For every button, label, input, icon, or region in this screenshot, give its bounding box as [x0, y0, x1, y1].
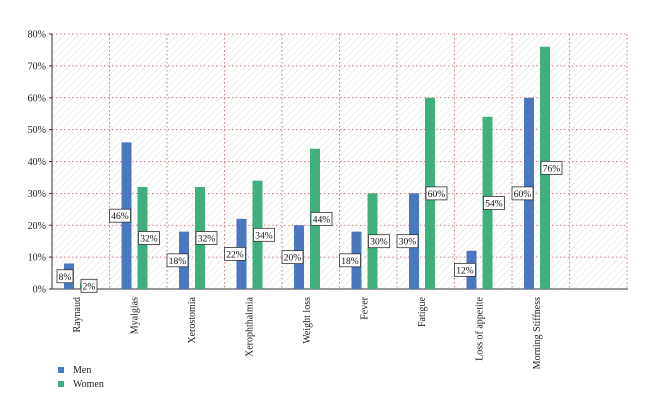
data-label-text: 18%	[341, 257, 359, 267]
data-label-text: 30%	[399, 238, 417, 248]
data-label-text: 44%	[313, 215, 331, 225]
data-labels: 8% 2% 46% 32% 18% 32% 22% 34% 20% 44% 18% 30% 30% 60%…	[56, 160, 563, 293]
data-label-text: 20%	[284, 254, 302, 264]
data-label-men: 30%	[396, 234, 419, 249]
data-label-text: 32%	[140, 235, 158, 245]
x-tick-label: Xerostomia	[187, 296, 198, 343]
data-label-men: 20%	[281, 250, 304, 265]
data-label-box	[80, 278, 98, 293]
x-tick-label: Morning Stiffness	[532, 297, 543, 369]
data-label-women: 32%	[195, 231, 218, 245]
data-label-women: 34%	[253, 227, 275, 242]
data-label-text: 8%	[59, 273, 72, 283]
data-label-text: 60%	[514, 190, 532, 200]
x-tick-label: Loss of appetite	[475, 296, 486, 360]
data-label-text: 76%	[543, 164, 561, 174]
data-label-men: 18%	[339, 253, 361, 268]
data-label-box	[253, 227, 275, 242]
data-label-box	[166, 253, 189, 268]
data-label-text: 46%	[111, 212, 129, 222]
data-label-box	[109, 208, 131, 223]
data-label-men: 8%	[56, 269, 74, 284]
legend-item-men: Men	[58, 363, 104, 377]
data-label-box	[396, 234, 419, 249]
y-tick-label: 10%	[28, 253, 46, 264]
data-label-box	[540, 160, 563, 175]
data-label-women: 32%	[138, 231, 160, 245]
data-label-text: 30%	[370, 238, 388, 248]
legend-label-women: Women	[73, 378, 104, 390]
x-tick-label: Xerophthalmia	[245, 296, 256, 357]
y-tick-label: 60%	[28, 93, 46, 104]
data-label-box	[339, 253, 361, 268]
data-label-text: 54%	[485, 199, 503, 209]
data-label-women: 76%	[540, 160, 563, 175]
legend-item-women: Women	[58, 377, 104, 391]
y-tick-label: 70%	[28, 61, 46, 72]
data-label-text: 60%	[428, 190, 446, 200]
x-tick-label: Raynaud	[72, 297, 83, 333]
data-label-text: 12%	[456, 266, 474, 276]
x-tick-label: Weight loss	[302, 297, 313, 344]
data-label-women: 30%	[368, 234, 390, 249]
legend-label-men: Men	[73, 364, 92, 376]
x-tick-label: Fever	[360, 296, 371, 319]
data-label-box	[454, 262, 476, 277]
data-label-men: 46%	[109, 208, 131, 223]
data-label-text: 18%	[169, 257, 187, 267]
data-label-box	[138, 231, 160, 245]
x-tick-label: Myalgias	[130, 297, 141, 334]
data-label-men: 18%	[166, 253, 189, 268]
data-label-men: 60%	[511, 186, 534, 201]
data-label-box	[368, 234, 390, 249]
data-label-box	[56, 269, 74, 284]
y-tick-label: 30%	[28, 189, 46, 200]
legend-swatch-men	[58, 367, 64, 373]
data-label-box	[195, 231, 218, 245]
data-label-text: 34%	[255, 231, 273, 241]
data-label-box	[310, 211, 333, 226]
data-label-box	[224, 247, 246, 261]
y-tick-label: 20%	[28, 221, 46, 232]
data-label-box	[425, 186, 448, 201]
data-label-women: 54%	[483, 196, 505, 210]
data-label-text: 2%	[83, 282, 96, 292]
data-label-box	[511, 186, 534, 201]
data-label-men: 12%	[454, 262, 476, 277]
y-tick-label: 0%	[33, 285, 46, 296]
axes: 0% 10% 20% 30% 40% 50% 60% 70% 80% Raynaud Myalgia…	[28, 30, 628, 369]
y-tick-label: 80%	[28, 30, 46, 41]
data-label-women: 2%	[80, 278, 98, 293]
x-tick-label: Fatigue	[417, 296, 428, 327]
data-label-box	[483, 196, 505, 210]
y-tick-label: 50%	[28, 125, 46, 136]
data-label-women: 44%	[310, 211, 333, 226]
data-label-text: 22%	[226, 250, 244, 260]
data-label-women: 60%	[425, 186, 448, 201]
data-label-text: 32%	[198, 235, 216, 245]
data-label-box	[281, 250, 304, 265]
legend-swatch-women	[58, 381, 64, 387]
y-tick-label: 40%	[28, 157, 46, 168]
legend: Men Women	[58, 363, 104, 391]
data-label-men: 22%	[224, 247, 246, 261]
